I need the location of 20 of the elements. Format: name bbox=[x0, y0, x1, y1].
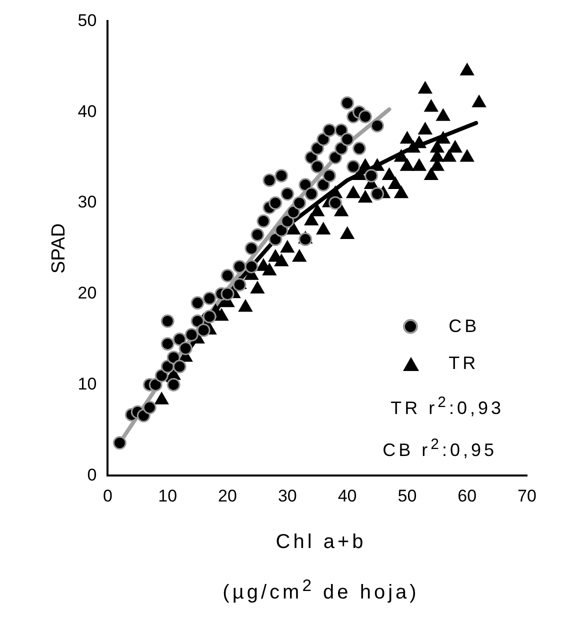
x-tick-label: 40 bbox=[338, 486, 357, 506]
text: Chl a+b (µg/cm$^{2}$ de hoja) bbox=[222, 531, 420, 604]
x-tick-label: 20 bbox=[218, 486, 237, 506]
y-tick-label: 30 bbox=[78, 192, 97, 212]
legend-label: TR bbox=[448, 353, 479, 374]
legend-label: CB bbox=[448, 316, 480, 337]
x-tick-label: 70 bbox=[518, 486, 536, 506]
y-tick-label: 40 bbox=[78, 102, 97, 121]
x-tick-label: 30 bbox=[278, 486, 297, 506]
y-tick-label: 10 bbox=[78, 374, 97, 394]
x-tick-label: 0 bbox=[102, 486, 112, 506]
annotation: TR r$^{2}$:0,93 bbox=[390, 394, 504, 420]
x-tick-label: 10 bbox=[158, 486, 178, 506]
y-tick-label: 0 bbox=[87, 465, 97, 484]
x-tick-label: 60 bbox=[458, 486, 477, 506]
annotation: CB r$^{2}$:0,95 bbox=[382, 436, 498, 462]
y-tick-label: 20 bbox=[78, 284, 97, 303]
y-tick-label: 50 bbox=[78, 10, 97, 30]
y-axis-title: SPAD bbox=[48, 223, 70, 274]
x-tick-label: 50 bbox=[398, 486, 417, 506]
